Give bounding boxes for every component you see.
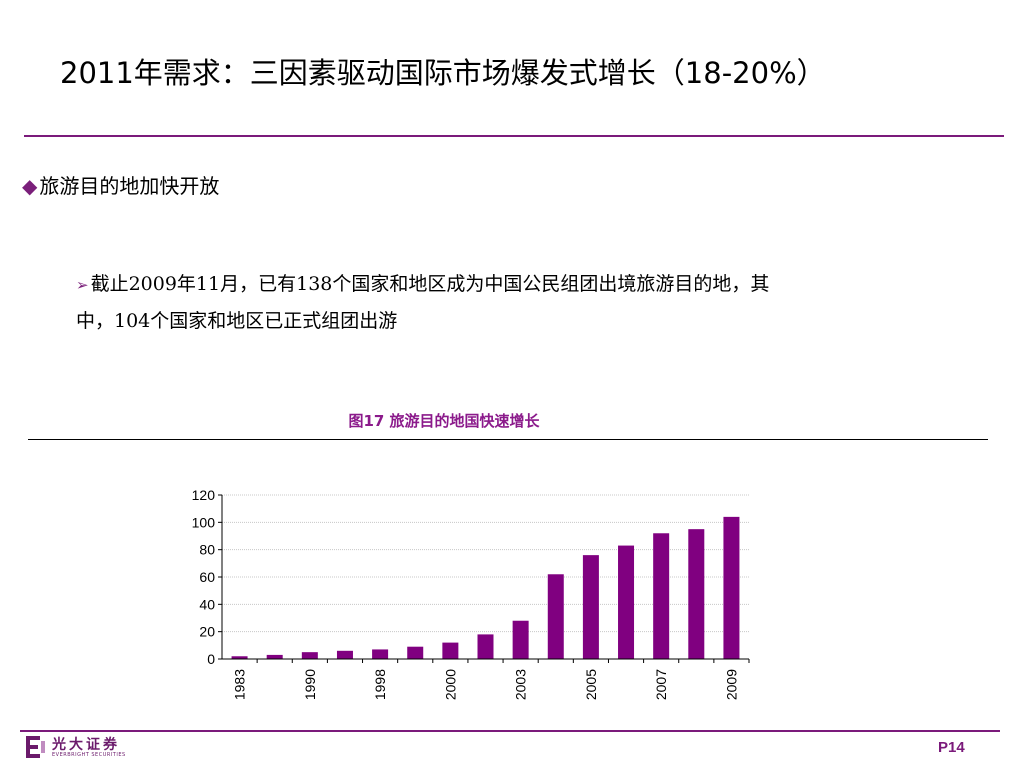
chart-labels: 0 20 40 60 80 100 120 1983 1990 1998 2000 2003 2005 2… xyxy=(192,487,740,700)
everbright-logo: 光大证券 EVERBRIGHT SECURITIES xyxy=(22,733,152,765)
bar xyxy=(723,516,740,659)
y-tick-label: 20 xyxy=(199,624,215,640)
chart-bars xyxy=(231,516,740,659)
bar xyxy=(547,574,564,659)
body-line-2: 中，104个国家和地区已正式组团出游 xyxy=(76,310,398,332)
logo-text-en: EVERBRIGHT SECURITIES xyxy=(52,752,126,758)
main-bullet-text: 旅游目的地加快开放 xyxy=(39,174,220,198)
x-tick-label: 2009 xyxy=(723,669,739,700)
bar xyxy=(301,652,318,659)
figure-divider xyxy=(28,439,988,440)
footer-divider xyxy=(20,730,1000,732)
x-tick-label: 2005 xyxy=(583,669,599,700)
bar xyxy=(618,545,635,659)
title-divider xyxy=(24,135,1004,137)
body-line-1: ➢ 截止2009年11月，已有138个国家和地区成为中国公民组团出境旅游目的地，其 xyxy=(76,273,770,295)
bar xyxy=(407,646,424,659)
slide-title: 2011年需求：三因素驱动国际市场爆发式增长（18-20%） xyxy=(60,56,826,90)
page-number: P14 xyxy=(938,739,965,756)
bar xyxy=(442,642,459,659)
bar xyxy=(653,533,670,659)
x-tick-label: 1998 xyxy=(372,669,388,700)
bar xyxy=(231,656,248,659)
y-tick-label: 120 xyxy=(192,487,216,503)
x-tick-label: 1983 xyxy=(232,669,248,700)
bar xyxy=(372,649,389,659)
x-tick-label: 2000 xyxy=(442,669,458,700)
x-tick-label: 2007 xyxy=(653,669,669,700)
bar xyxy=(582,555,599,659)
bar xyxy=(688,529,705,659)
y-tick-label: 40 xyxy=(199,596,215,612)
y-tick-label: 0 xyxy=(207,651,215,667)
x-tick-label: 2003 xyxy=(513,669,529,700)
logo-mark-icon xyxy=(26,736,45,758)
bar xyxy=(477,634,494,659)
logo-text-cn: 光大证券 xyxy=(52,737,120,753)
y-tick-label: 60 xyxy=(199,569,215,585)
chart-axes xyxy=(218,494,750,663)
bar xyxy=(512,620,529,659)
main-bullet: ◆ 旅游目的地加快开放 xyxy=(22,170,219,199)
arrow-bullet-icon: ➢ xyxy=(76,276,89,294)
body-text: ➢ 截止2009年11月，已有138个国家和地区成为中国公民组团出境旅游目的地，其… xyxy=(76,266,996,339)
diamond-bullet-icon: ◆ xyxy=(22,174,38,198)
bar xyxy=(336,650,353,659)
figure-caption: 图17 旅游目的地国快速增长 xyxy=(348,412,540,430)
y-tick-label: 100 xyxy=(192,514,216,530)
y-tick-label: 80 xyxy=(199,542,215,558)
x-tick-label: 1990 xyxy=(302,669,318,700)
chart-gridlines xyxy=(222,494,749,633)
bar xyxy=(266,654,283,659)
